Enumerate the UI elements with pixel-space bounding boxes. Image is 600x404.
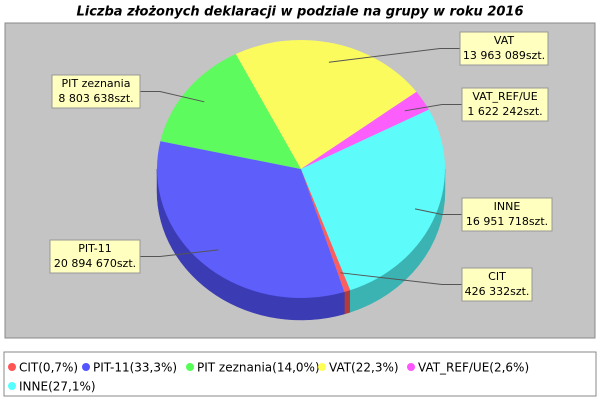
label-category: PIT zeznania [62, 77, 131, 90]
label-value: 426 332szt. [465, 285, 530, 298]
labels: CIT 426 332szt. PIT-11 20 894 670szt. PIT ze… [49, 31, 553, 302]
label-category: VAT_REF/UE [472, 90, 537, 103]
slice [235, 39, 417, 169]
slice [156, 141, 345, 299]
label-box [459, 31, 549, 66]
label-leader [140, 249, 219, 257]
label-leader [328, 48, 460, 63]
legend-marker [8, 363, 16, 371]
label-leader [414, 208, 462, 215]
chart-title: Liczba złożonych deklaracji w podziale n… [76, 5, 523, 20]
label-leader [404, 104, 462, 112]
label-leader [140, 91, 205, 103]
legend-label: VAT(22,3%) [329, 361, 399, 375]
label-box [51, 74, 141, 109]
slice [160, 53, 301, 170]
legend-marker [318, 363, 326, 371]
label-box [461, 197, 553, 232]
label-value: 8 803 638szt. [58, 92, 133, 105]
label-box [461, 87, 549, 122]
legend-marker [186, 363, 194, 371]
label-box [49, 239, 141, 274]
slice [301, 169, 351, 292]
legend-label: VAT_REF/UE(2,6%) [418, 361, 529, 375]
label-box [461, 267, 533, 302]
legend [3, 351, 597, 397]
label-category: PIT-11 [78, 242, 112, 255]
label-leader [340, 272, 462, 285]
label-category: CIT [488, 270, 506, 283]
legend-label: PIT zeznania(14,0%) [197, 361, 320, 375]
slice [301, 91, 429, 169]
label-value: 20 894 670szt. [54, 257, 136, 270]
legend-items: CIT(0,7%) PIT-11(33,3%) PIT zeznania(14,0%… [8, 361, 529, 394]
legend-marker [407, 363, 415, 371]
label-category: VAT [494, 34, 514, 47]
legend-marker [82, 363, 90, 371]
legend-marker [8, 382, 16, 390]
slice [301, 109, 445, 291]
label-value: 16 951 718szt. [466, 215, 548, 228]
slice-side [344, 289, 351, 315]
pie [156, 39, 446, 321]
label-category: INNE [494, 200, 521, 213]
legend-label: INNE(27,1%) [19, 380, 96, 394]
label-value: 1 622 242szt. [467, 105, 542, 118]
legend-label: CIT(0,7%) [19, 361, 78, 375]
legend-label: PIT-11(33,3%) [93, 361, 177, 375]
label-value: 13 963 089szt. [463, 49, 545, 62]
